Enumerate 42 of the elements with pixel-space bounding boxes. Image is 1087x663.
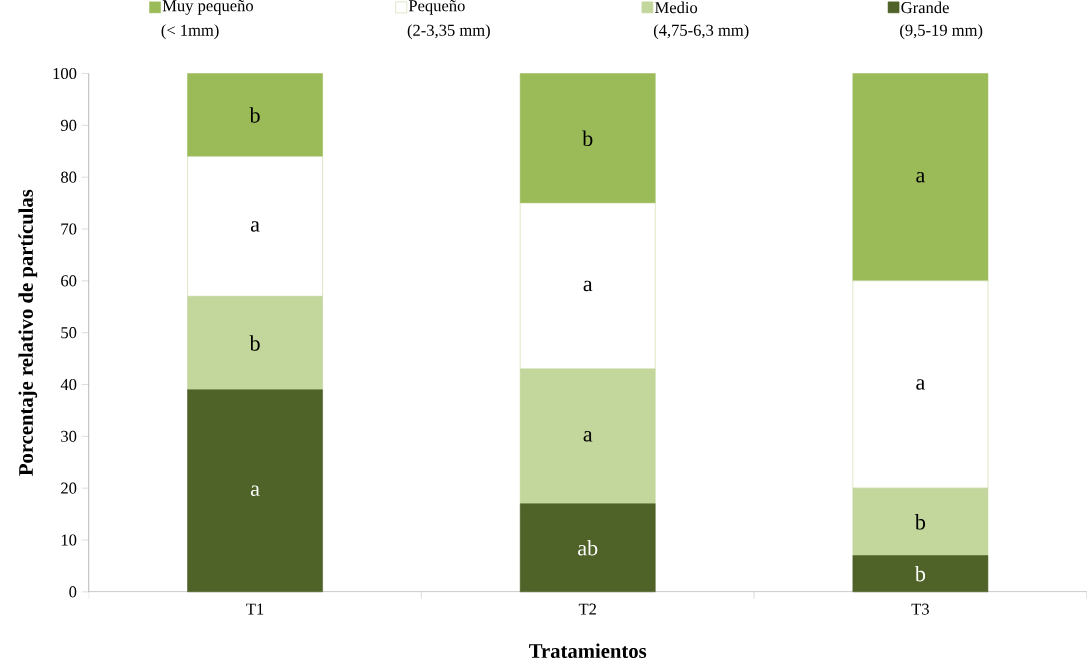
y-tick-label: 80 bbox=[61, 171, 77, 183]
y-tick-label: 70 bbox=[61, 223, 77, 235]
data-label: b bbox=[914, 514, 926, 530]
data-label: a bbox=[583, 431, 593, 442]
data-label: a bbox=[250, 485, 260, 497]
bar bbox=[852, 73, 989, 282]
data-label: a bbox=[916, 172, 925, 183]
data-label: a bbox=[250, 221, 260, 232]
data-label: b bbox=[249, 335, 260, 351]
y-tick-label: 50 bbox=[61, 327, 77, 339]
y-tick-label: 90 bbox=[60, 119, 77, 132]
data-label: ab bbox=[578, 540, 598, 556]
data-label: b bbox=[249, 107, 260, 123]
y-tick-label: 0 bbox=[69, 586, 77, 598]
data-label: b bbox=[582, 130, 593, 147]
bar bbox=[852, 555, 989, 593]
x-tick-label: T1 bbox=[246, 603, 264, 615]
text: (2-3,35 mm) bbox=[407, 24, 490, 40]
data-label: a bbox=[583, 280, 593, 292]
legend-label: Medio bbox=[655, 1, 698, 14]
bar bbox=[187, 389, 323, 593]
y-axis-title: Porcentaje relativo de partículas bbox=[18, 189, 38, 476]
bar bbox=[519, 503, 656, 593]
y-tick-label: 30 bbox=[61, 430, 77, 443]
bar bbox=[187, 73, 323, 157]
data-label: b bbox=[914, 566, 926, 582]
legend-label: Muy pequeño bbox=[162, 0, 253, 15]
x-tick-label: T3 bbox=[911, 603, 929, 615]
x-axis-title: Tratamientos bbox=[529, 643, 647, 659]
y-tick-label: 100 bbox=[53, 68, 77, 80]
text: (< 1mm) bbox=[161, 24, 219, 40]
text: (9,5-19 mm) bbox=[900, 24, 983, 40]
bar bbox=[519, 73, 656, 204]
y-tick-label: 20 bbox=[61, 482, 77, 494]
y-tick-label: 60 bbox=[61, 275, 77, 287]
y-tick-label: 10 bbox=[61, 534, 77, 546]
data-label: a bbox=[916, 379, 925, 390]
x-tick-label: T2 bbox=[578, 603, 596, 615]
legend-label: Pequeño bbox=[408, 0, 465, 15]
y-tick-label: 40 bbox=[60, 379, 77, 391]
text: (4,75-6,3 mm) bbox=[653, 24, 749, 40]
legend-label: Grande bbox=[901, 1, 949, 14]
